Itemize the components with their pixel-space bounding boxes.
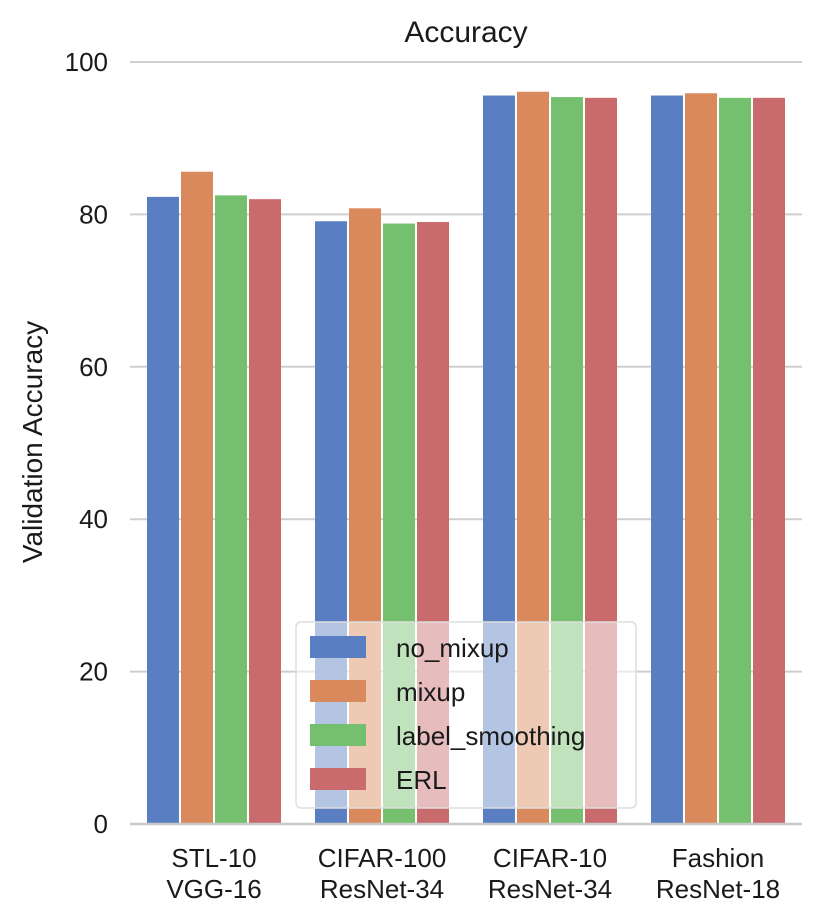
legend-swatch-ERL xyxy=(310,768,366,790)
legend-swatch-mixup xyxy=(310,680,366,702)
x-tick-label: STL-10 xyxy=(171,843,256,873)
legend-label-mixup: mixup xyxy=(396,677,465,707)
y-tick-label: 60 xyxy=(79,352,108,382)
x-tick-label: CIFAR-10 xyxy=(493,843,607,873)
legend-swatch-label-smoothing xyxy=(310,724,366,746)
legend-swatch-no-mixup xyxy=(310,636,366,658)
chart-title: Accuracy xyxy=(404,16,527,49)
y-tick-label: 0 xyxy=(94,809,108,839)
y-axis-label: Validation Accuracy xyxy=(17,321,48,563)
x-tick-label: VGG-16 xyxy=(166,874,261,904)
x-tick-label: ResNet-34 xyxy=(488,874,612,904)
x-tick-label: Fashion xyxy=(672,843,765,873)
bar-no-mixup-0 xyxy=(147,196,179,824)
x-tick-labels: STL-10VGG-16CIFAR-100ResNet-34CIFAR-10Re… xyxy=(166,843,780,904)
y-tick-label: 20 xyxy=(79,657,108,687)
bar-ERL-0 xyxy=(249,199,281,824)
legend-label-ERL: ERL xyxy=(396,765,447,795)
bar-label-smoothing-3 xyxy=(719,97,751,824)
y-tick-labels: 0 20 40 60 80 100 xyxy=(65,47,108,839)
bar-label-smoothing-0 xyxy=(215,195,247,825)
legend-label-no-mixup: no_mixup xyxy=(396,633,509,663)
x-tick-label: ResNet-18 xyxy=(656,874,780,904)
bar-ERL-3 xyxy=(753,97,785,824)
bar-mixup-0 xyxy=(181,171,213,824)
legend-box xyxy=(295,621,637,809)
x-tick-label: ResNet-34 xyxy=(320,874,444,904)
y-tick-label: 40 xyxy=(79,504,108,534)
bar-mixup-3 xyxy=(685,93,717,824)
y-tick-label: 100 xyxy=(65,47,108,77)
legend-label-label-smoothing: label_smoothing xyxy=(396,721,585,751)
y-tick-label: 80 xyxy=(79,199,108,229)
bar-no-mixup-3 xyxy=(651,95,683,824)
x-tick-label: CIFAR-100 xyxy=(318,843,447,873)
